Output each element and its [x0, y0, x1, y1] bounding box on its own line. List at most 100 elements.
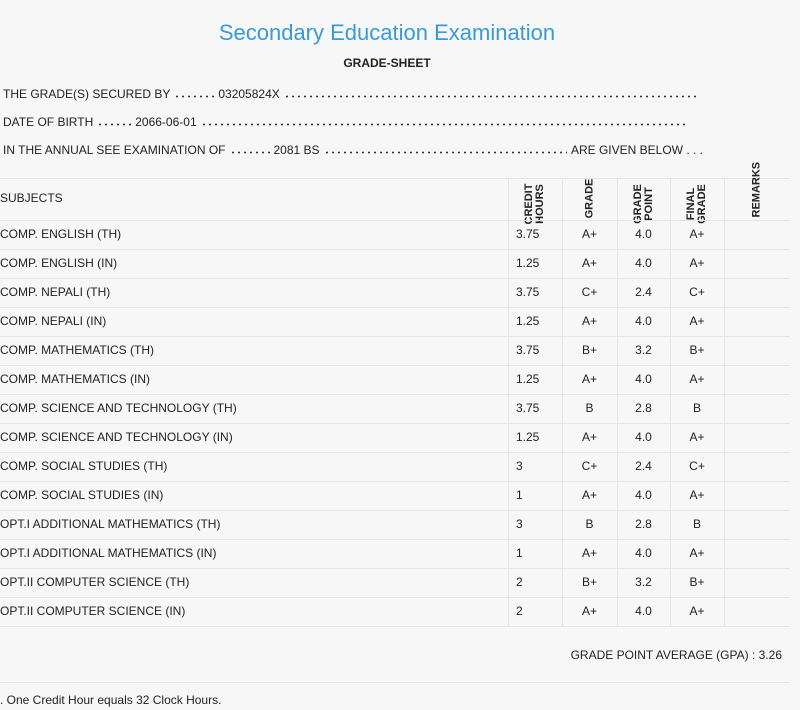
table-cell: 1.25	[516, 430, 540, 444]
table-cell: C+	[581, 459, 598, 473]
row-line	[0, 336, 790, 337]
table-cell: 2	[516, 604, 523, 618]
table-cell: COMP. SOCIAL STUDIES (IN)	[0, 488, 164, 502]
row-line	[0, 481, 790, 482]
column-header: SUBJECTS	[0, 191, 63, 205]
info-label: DATE OF BIRTH	[3, 115, 94, 129]
info-line: THE GRADE(S) SECURED BY 03205824X	[3, 85, 703, 101]
column-header: REMARKS	[750, 161, 763, 218]
table-cell: A+	[689, 314, 705, 328]
info-value: 2066-06-01	[135, 115, 197, 129]
table-cell: A+	[689, 430, 705, 444]
column-line	[617, 178, 618, 626]
table-cell: COMP. SCIENCE AND TECHNOLOGY (TH)	[0, 401, 237, 415]
table-cell: A+	[689, 256, 705, 270]
footnote: . One Credit Hour equals 32 Clock Hours.	[0, 693, 222, 707]
table-cell: A+	[689, 488, 705, 502]
info-line: IN THE ANNUAL SEE EXAMINATION OF 2081 BS A…	[3, 141, 703, 157]
table-cell: 2.8	[635, 517, 652, 531]
row-line	[0, 452, 790, 453]
column-line	[670, 178, 671, 626]
table-cell: B+	[689, 575, 705, 589]
column-line	[724, 178, 725, 626]
row-line	[0, 423, 790, 424]
table-cell: 1.25	[516, 256, 540, 270]
table-cell: 1	[516, 488, 523, 502]
gpa-label: GRADE POINT AVERAGE (GPA) :	[570, 648, 756, 662]
table-cell: 4.0	[635, 256, 652, 270]
table-cell: COMP. MATHEMATICS (IN)	[0, 372, 150, 386]
table-cell: 3.75	[516, 227, 540, 241]
row-line	[0, 220, 790, 221]
table-cell: 2.4	[635, 459, 652, 473]
table-cell: 2	[516, 575, 523, 589]
table-cell: 3	[516, 517, 523, 531]
table-cell: B	[692, 517, 701, 531]
table-cell: 1.25	[516, 372, 540, 386]
table-cell: 4.0	[635, 314, 652, 328]
row-line	[0, 510, 790, 511]
table-cell: C+	[689, 285, 705, 299]
gpa-value: 3.26	[758, 648, 782, 662]
table-cell: OPT.I ADDITIONAL MATHEMATICS (IN)	[0, 546, 217, 560]
table-cell: 4.0	[635, 430, 652, 444]
row-line	[0, 249, 790, 250]
table-cell: B+	[581, 343, 597, 357]
column-line	[508, 178, 509, 626]
subtitle: GRADE-SHEET	[343, 56, 431, 70]
info-value: 03205824X	[218, 87, 280, 101]
table-cell: 2.8	[635, 401, 652, 415]
table-cell: C+	[581, 285, 598, 299]
table-cell: 3.2	[635, 343, 652, 357]
table-cell: 4.0	[635, 604, 652, 618]
table-cell: 3.75	[516, 343, 540, 357]
row-line	[0, 365, 790, 366]
table-cell: A+	[581, 430, 597, 444]
info-label: THE GRADE(S) SECURED BY	[3, 87, 171, 101]
info-value: 2081 BS	[273, 143, 320, 157]
table-cell: C+	[689, 459, 705, 473]
table-cell: OPT.II COMPUTER SCIENCE (IN)	[0, 604, 186, 618]
table-cell: COMP. MATHEMATICS (TH)	[0, 343, 154, 357]
column-header: GRADE	[583, 178, 596, 219]
table-cell: B	[585, 517, 594, 531]
row-line	[0, 278, 790, 279]
row-line	[0, 307, 790, 308]
table-cell: 3	[516, 459, 523, 473]
table-cell: A+	[689, 227, 705, 241]
table-cell: A+	[581, 488, 597, 502]
info-suffix: ARE GIVEN BELOW . . .	[570, 143, 703, 157]
table-cell: B	[585, 401, 594, 415]
table-cell: A+	[581, 604, 597, 618]
table-cell: 3.75	[516, 401, 540, 415]
table-cell: COMP. NEPALI (TH)	[0, 285, 111, 299]
title: Secondary Education Examination	[218, 20, 556, 45]
table-cell: OPT.II COMPUTER SCIENCE (TH)	[0, 575, 190, 589]
table-cell: COMP. ENGLISH (TH)	[0, 227, 122, 241]
row-line	[0, 394, 790, 395]
table-cell: A+	[581, 256, 597, 270]
table-cell: COMP. NEPALI (IN)	[0, 314, 107, 328]
table-cell: B	[692, 401, 701, 415]
table-cell: B+	[689, 343, 705, 357]
info-line: DATE OF BIRTH 2066-06-01	[3, 113, 693, 129]
gpa: GRADE POINT AVERAGE (GPA) : 3.26	[571, 648, 782, 662]
table-cell: COMP. SCIENCE AND TECHNOLOGY (IN)	[0, 430, 233, 444]
table-cell: A+	[581, 314, 597, 328]
table-cell: 4.0	[635, 488, 652, 502]
row-line	[0, 568, 790, 569]
table-cell: 4.0	[635, 546, 652, 560]
table-cell: 1	[516, 546, 523, 560]
table-cell: A+	[689, 372, 705, 386]
row-line	[0, 626, 790, 627]
column-line	[562, 178, 563, 626]
row-line	[0, 539, 790, 540]
table-cell: A+	[581, 372, 597, 386]
table-cell: A+	[581, 546, 597, 560]
table-cell: COMP. SOCIAL STUDIES (TH)	[0, 459, 168, 473]
table-cell: COMP. ENGLISH (IN)	[0, 256, 118, 270]
table-cell: OPT.I ADDITIONAL MATHEMATICS (TH)	[0, 517, 221, 531]
table-cell: 4.0	[635, 372, 652, 386]
table-cell: A+	[689, 604, 705, 618]
